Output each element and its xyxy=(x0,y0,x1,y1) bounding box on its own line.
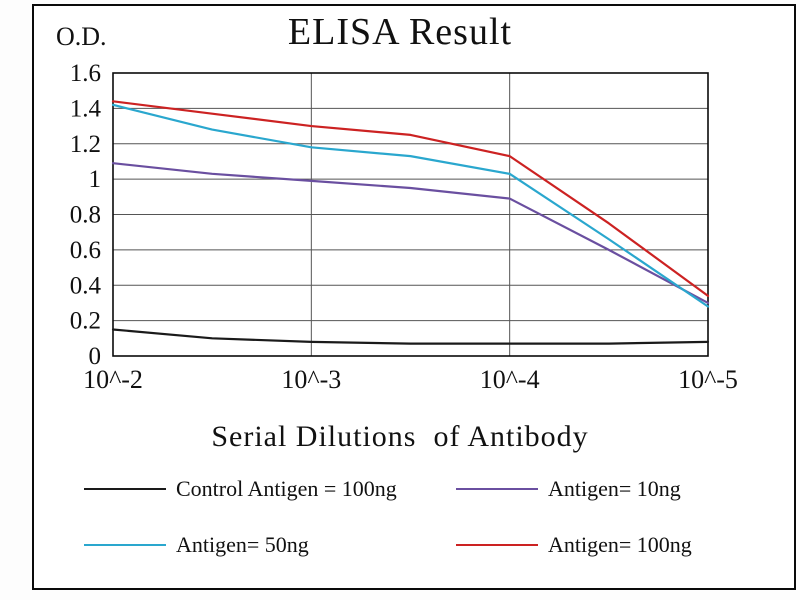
x-tick-label: 10^-3 xyxy=(281,365,341,394)
x-tick-label: 10^-4 xyxy=(480,365,540,394)
y-tick-label: 1.6 xyxy=(70,60,101,87)
series-line xyxy=(111,162,710,305)
x-tick-label: 10^-5 xyxy=(678,365,738,394)
y-tick-label: 0.8 xyxy=(70,202,101,229)
series-line xyxy=(111,100,710,297)
chart-frame xyxy=(32,4,796,590)
x-tick-label: 10^-2 xyxy=(83,365,143,394)
legend-label: Control Antigen = 100ng xyxy=(176,476,397,501)
legend-item: Antigen= 50ng xyxy=(84,532,456,558)
y-axis-title: O.D. xyxy=(56,22,107,51)
y-tick-label: 1 xyxy=(89,166,102,193)
legend-swatch xyxy=(84,488,166,490)
legend-label: Antigen= 10ng xyxy=(548,476,681,501)
legend-item: Control Antigen = 100ng xyxy=(84,476,456,502)
legend-swatch xyxy=(84,544,166,546)
chart-title: ELISA Result xyxy=(287,11,513,53)
legend-label: Antigen= 100ng xyxy=(548,532,692,557)
legend-item: Antigen= 10ng xyxy=(456,476,692,502)
y-tick-label: 0.4 xyxy=(70,272,102,299)
legend-item: Antigen= 100ng xyxy=(456,532,692,558)
y-tick-label: 0 xyxy=(89,343,102,370)
y-tick-label: 0.6 xyxy=(70,237,101,264)
series-line xyxy=(111,103,710,308)
y-tick-label: 0.2 xyxy=(70,308,101,335)
legend-swatch xyxy=(456,488,538,490)
y-tick-label: 1.4 xyxy=(70,95,102,122)
x-axis-title: Serial Dilutions of Antibody xyxy=(211,420,589,453)
chart-legend: Control Antigen = 100ng Antigen= 10ng Anti… xyxy=(84,476,692,558)
y-tick-label: 1.2 xyxy=(70,131,101,158)
series-line xyxy=(111,328,710,345)
legend-swatch xyxy=(456,544,538,546)
plot-border xyxy=(112,72,709,357)
legend-label: Antigen= 50ng xyxy=(176,532,309,557)
